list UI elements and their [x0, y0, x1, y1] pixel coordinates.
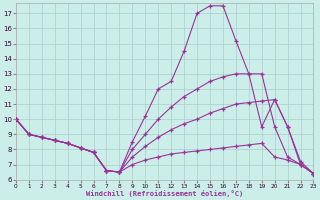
X-axis label: Windchill (Refroidissement éolien,°C): Windchill (Refroidissement éolien,°C)	[86, 190, 243, 197]
